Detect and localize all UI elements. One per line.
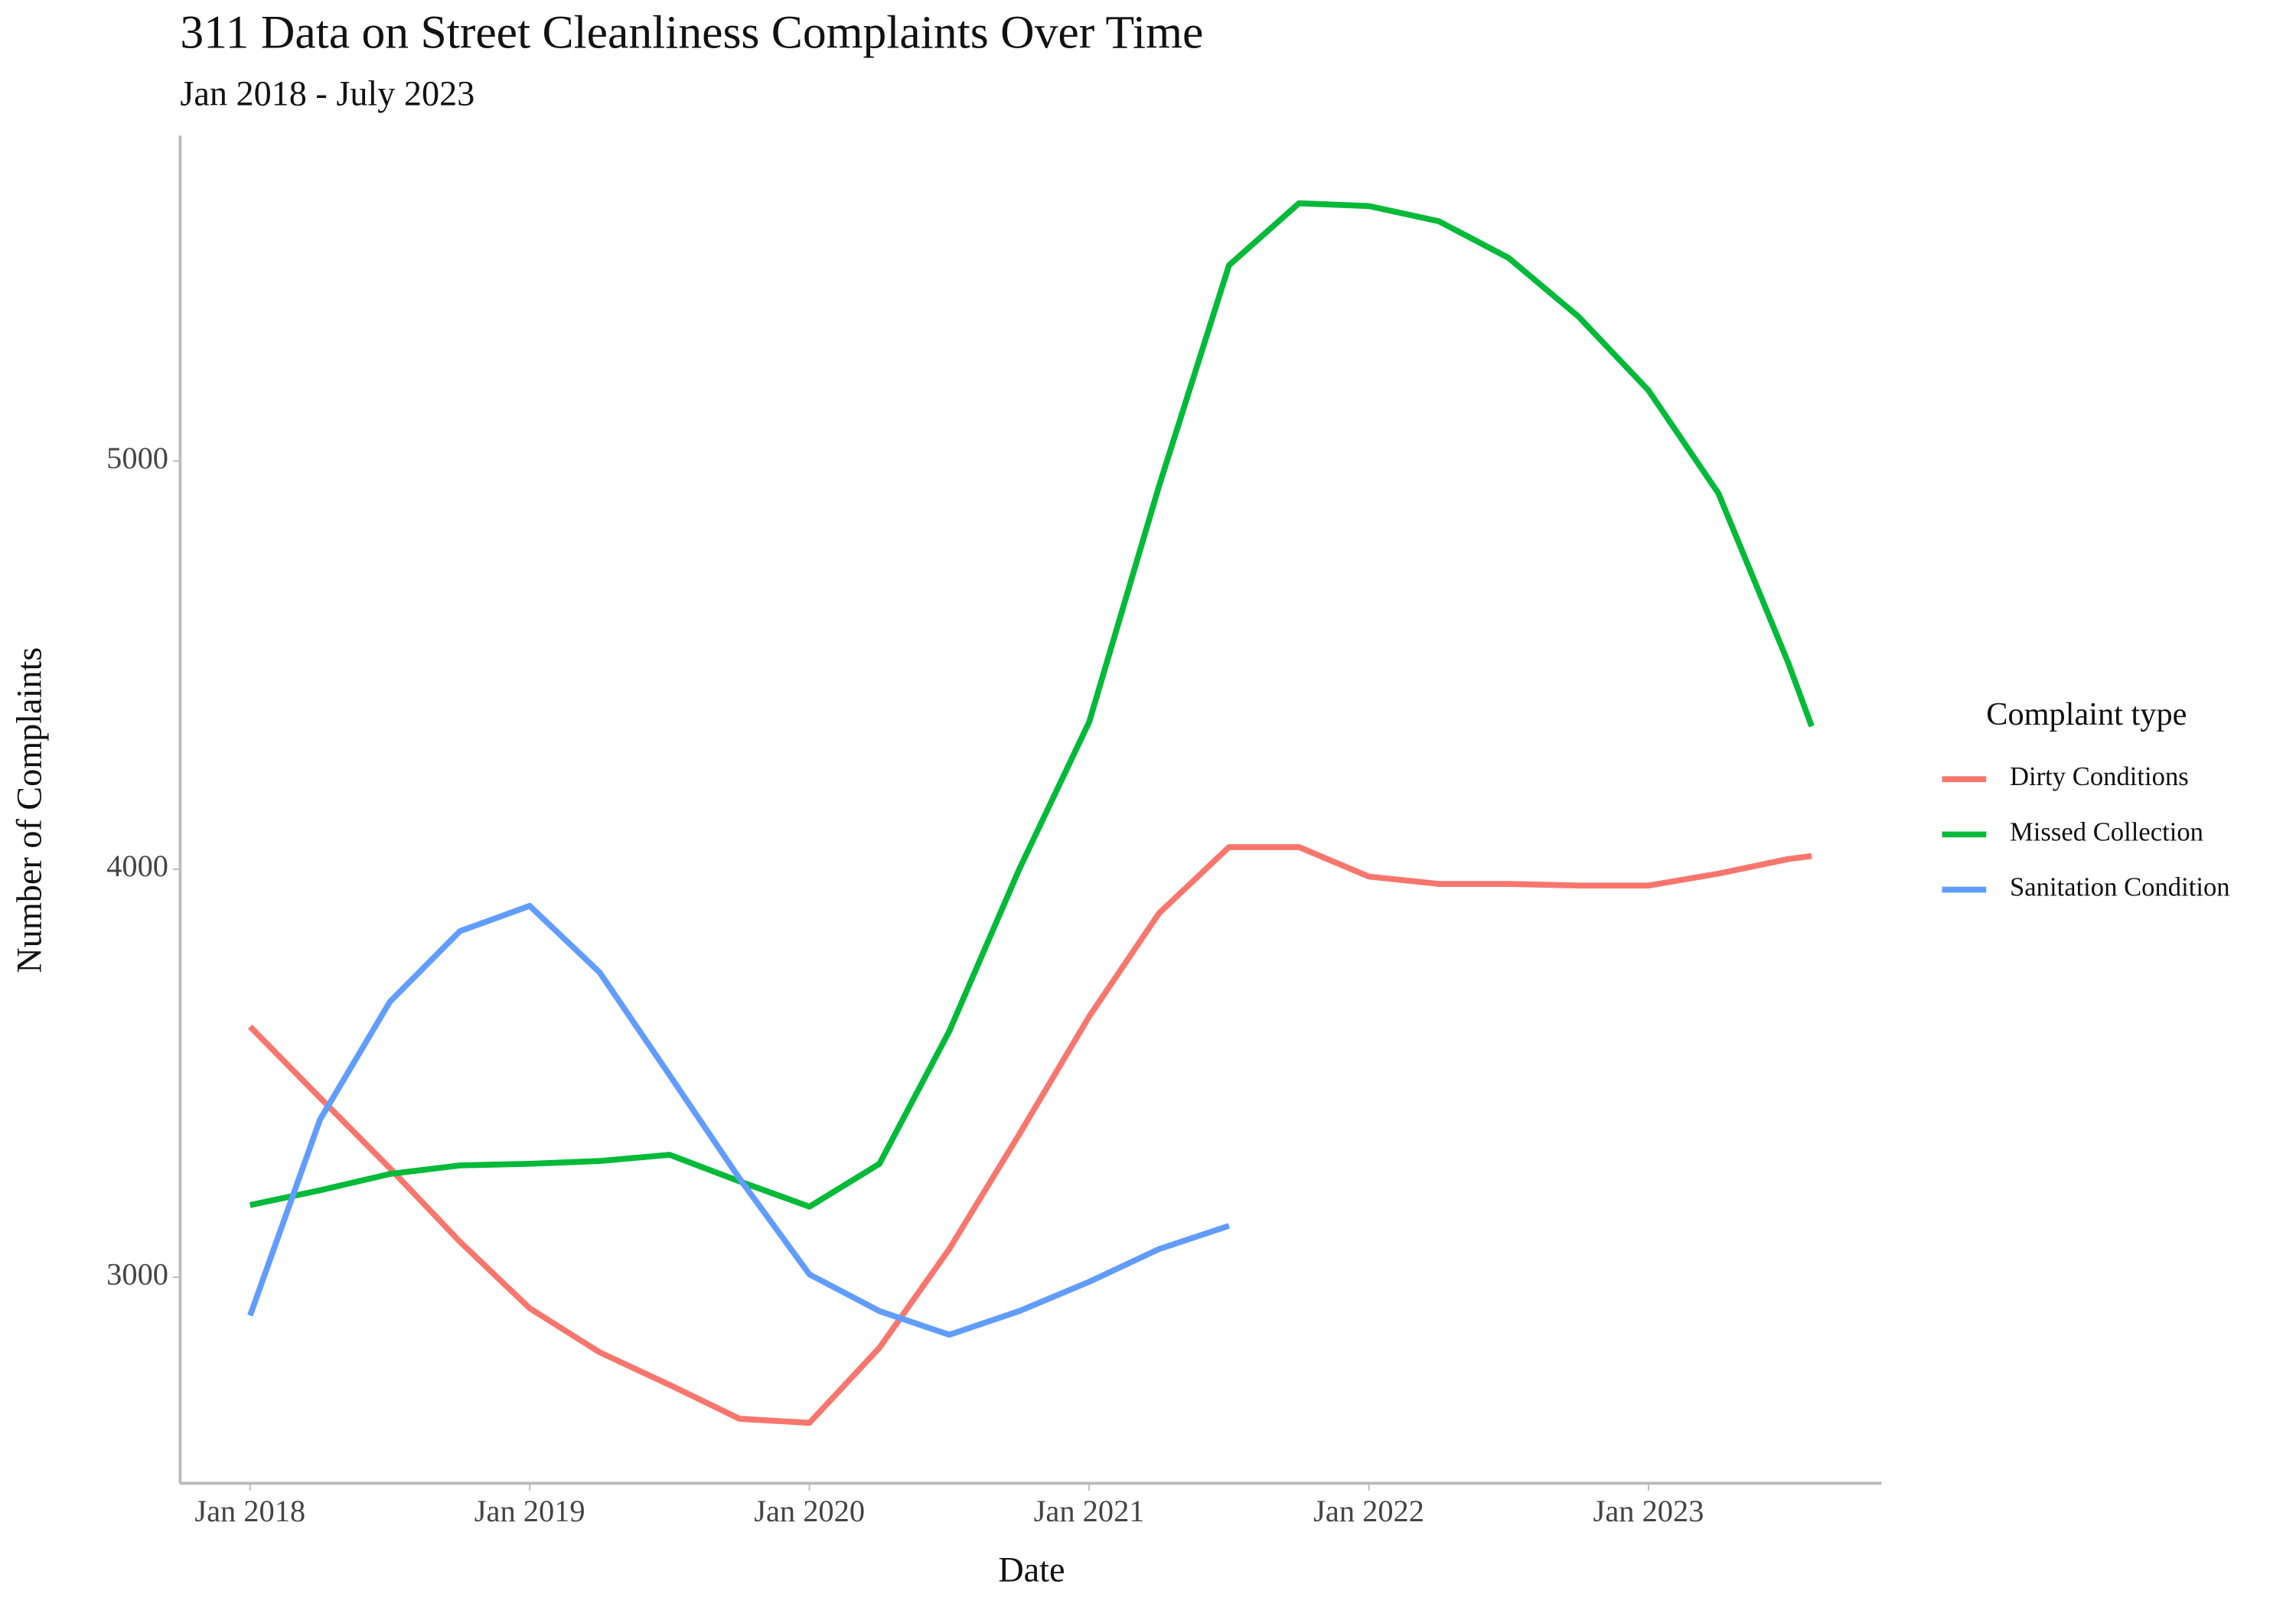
- y-axis-title: Number of Complaints: [9, 647, 48, 973]
- series-line: [247, 902, 1231, 1338]
- legend-label: Dirty Conditions: [2010, 762, 2189, 791]
- x-tick-label: Jan 2023: [1593, 1494, 1704, 1528]
- x-tick-label: Jan 2019: [475, 1494, 585, 1528]
- x-tick-label: Jan 2018: [194, 1494, 305, 1528]
- y-tick-label: 3000: [106, 1257, 168, 1291]
- y-tick-label: 4000: [106, 849, 168, 883]
- chart-title: 311 Data on Street Cleanliness Complaint…: [180, 6, 1203, 58]
- y-tick-label: 5000: [106, 441, 168, 475]
- series-line: [248, 844, 1812, 1426]
- x-axis-title: Date: [998, 1550, 1065, 1589]
- x-tick-label: Jan 2020: [754, 1494, 865, 1528]
- series-line: [249, 200, 1815, 1210]
- x-tick-label: Jan 2022: [1313, 1494, 1424, 1528]
- legend-label: Missed Collection: [2010, 817, 2203, 846]
- chart-subtitle: Jan 2018 - July 2023: [180, 74, 475, 113]
- legend-title: Complaint type: [1986, 696, 2187, 732]
- legend-label: Sanitation Condition: [2010, 873, 2230, 902]
- x-tick-label: Jan 2021: [1034, 1494, 1145, 1528]
